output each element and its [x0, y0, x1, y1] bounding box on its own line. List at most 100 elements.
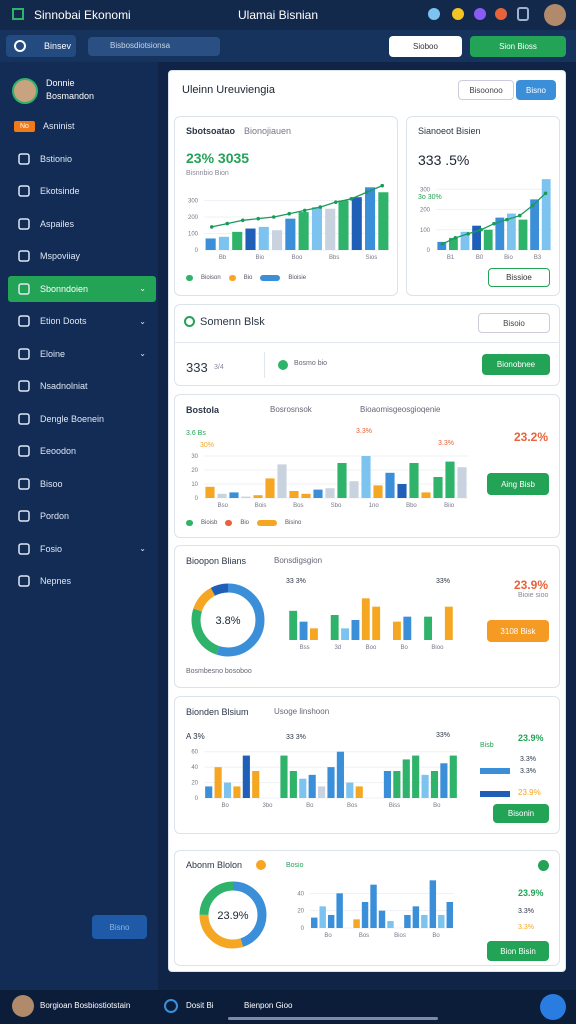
center-title[interactable]: Ulamai Bisnian: [238, 8, 319, 22]
chart-label: 3.3%: [438, 440, 454, 447]
nav-item[interactable]: Sbonndoien ⌄: [8, 275, 156, 302]
button[interactable]: 3108 Bisk: [487, 620, 549, 642]
legend-swatch: [186, 275, 193, 281]
trend-line: [211, 185, 383, 228]
nav-label: Dengle Boenein: [40, 413, 105, 424]
legend-swatch: [225, 520, 233, 526]
icon-shape: [18, 477, 30, 490]
x-tick-label: Boo: [366, 645, 377, 651]
nav-item[interactable]: Eeoodon: [8, 438, 156, 464]
bar: [412, 906, 420, 928]
x-tick-label: B0: [476, 255, 484, 261]
x-tick-label: Bo: [433, 803, 441, 809]
bar: [242, 755, 250, 798]
nav-label: Mspoviiay: [40, 251, 81, 261]
page-title: Uleinn Ureuviengia: [182, 84, 275, 96]
trend-point: [333, 200, 338, 204]
bar: [272, 230, 283, 250]
icon[interactable]: [495, 8, 507, 20]
footer-item[interactable]: Bienpon Gioo: [244, 1001, 293, 1010]
trend-point: [209, 225, 214, 229]
nav-item[interactable]: Mspoviiay: [8, 243, 156, 269]
icon[interactable]: [517, 7, 529, 21]
button[interactable]: Sion Bioss: [470, 36, 566, 57]
nav-item[interactable]: Pordon: [8, 503, 156, 529]
icon[interactable]: [452, 8, 464, 20]
footer-user: Borgioan Bosbiostiotstain: [40, 1001, 131, 1010]
button[interactable]: Bisonin: [493, 804, 549, 823]
icon[interactable]: [474, 8, 486, 20]
bar-chart: 0 20 40 60 Bo 3bo Bo Bos Biss Bo: [191, 750, 458, 809]
bar: [311, 207, 322, 250]
bar: [421, 915, 428, 928]
card-subtitle: Bosio: [286, 862, 304, 869]
nav-icon: [18, 347, 30, 360]
x-tick-label: Bo: [306, 803, 314, 809]
fab[interactable]: [540, 994, 566, 1020]
button[interactable]: Bisno: [92, 915, 147, 939]
nav-item[interactable]: Bstionio: [8, 146, 156, 172]
bar: [409, 463, 419, 498]
button-label: Bion Bisin: [500, 946, 536, 956]
icon[interactable]: [428, 8, 440, 20]
nav-item[interactable]: Fosio ⌄: [8, 536, 156, 562]
trend-point: [440, 242, 445, 246]
metric-caption: 3o 30%: [418, 194, 442, 201]
button[interactable]: Bionobnee: [482, 354, 550, 375]
percent-caption: Bioie sioo: [518, 592, 549, 599]
trend-point: [318, 205, 323, 209]
bar: [365, 187, 376, 250]
bar-chart: 0 100 200 300 Bb Bio Boo Bbs Sios: [188, 183, 390, 261]
x-tick-label: Sbo: [331, 503, 342, 509]
nav-item[interactable]: Nsadnolniat: [8, 373, 156, 399]
nav-label: Eeoodon: [40, 446, 77, 456]
bar: [530, 199, 540, 250]
bar: [437, 241, 447, 250]
donut-label: 23.9%: [217, 910, 248, 922]
x-tick-label: 1no: [369, 503, 380, 509]
footer-item[interactable]: Dosit Bi: [186, 1001, 214, 1010]
button[interactable]: Bissioe: [488, 268, 550, 287]
chart-label: 30%: [200, 442, 215, 449]
icon-shape: [18, 217, 30, 230]
bar: [383, 771, 392, 798]
bar: [393, 771, 401, 798]
chart-label: 33%: [436, 578, 451, 585]
nav-item[interactable]: Eloine ⌄: [8, 341, 156, 367]
chart-label: 3.3%: [356, 428, 372, 435]
bar: [444, 606, 453, 640]
nav-item[interactable]: Aspailes: [8, 211, 156, 237]
bar: [233, 786, 241, 798]
nav-item[interactable]: Dengle Boenein: [8, 406, 156, 432]
button[interactable]: Bion Bisin: [487, 941, 549, 961]
chart-label: 3.6 Bs: [186, 430, 206, 437]
icon-shape: [18, 347, 30, 360]
bar-chart: Bss 3d Boo Bo Bioo: [289, 598, 453, 651]
bar: [301, 493, 311, 498]
search-box[interactable]: [88, 37, 220, 56]
nav-item[interactable]: Bisoo: [8, 471, 156, 497]
bar: [318, 786, 326, 798]
donut-chart: 23.9%: [199, 881, 267, 949]
nav-icon: [18, 315, 30, 327]
side-label: 3.3%: [518, 908, 534, 915]
icon-shape: [18, 542, 30, 555]
bar: [445, 461, 455, 498]
sidebar: [0, 62, 158, 990]
avatar[interactable]: [544, 4, 566, 26]
legend-label: Bisino: [285, 520, 302, 526]
button[interactable]: Bisno: [516, 80, 556, 100]
icon-shape: [18, 575, 30, 587]
nav-item[interactable]: Nepnes: [8, 568, 156, 594]
dropdown[interactable]: Bisoio: [478, 313, 550, 333]
bar: [308, 774, 316, 798]
button[interactable]: Sioboo: [389, 36, 462, 57]
icon: [256, 860, 266, 870]
nav-item[interactable]: Etion Doots ⌄: [8, 308, 156, 334]
x-tick-label: B3: [534, 255, 542, 261]
nav-item[interactable]: No Asninist: [8, 113, 156, 139]
nav-item[interactable]: Ekotsinde: [8, 178, 156, 204]
button[interactable]: Bisoonoo: [458, 80, 514, 100]
bar: [327, 915, 335, 928]
button[interactable]: Aing Bisb: [487, 473, 549, 495]
